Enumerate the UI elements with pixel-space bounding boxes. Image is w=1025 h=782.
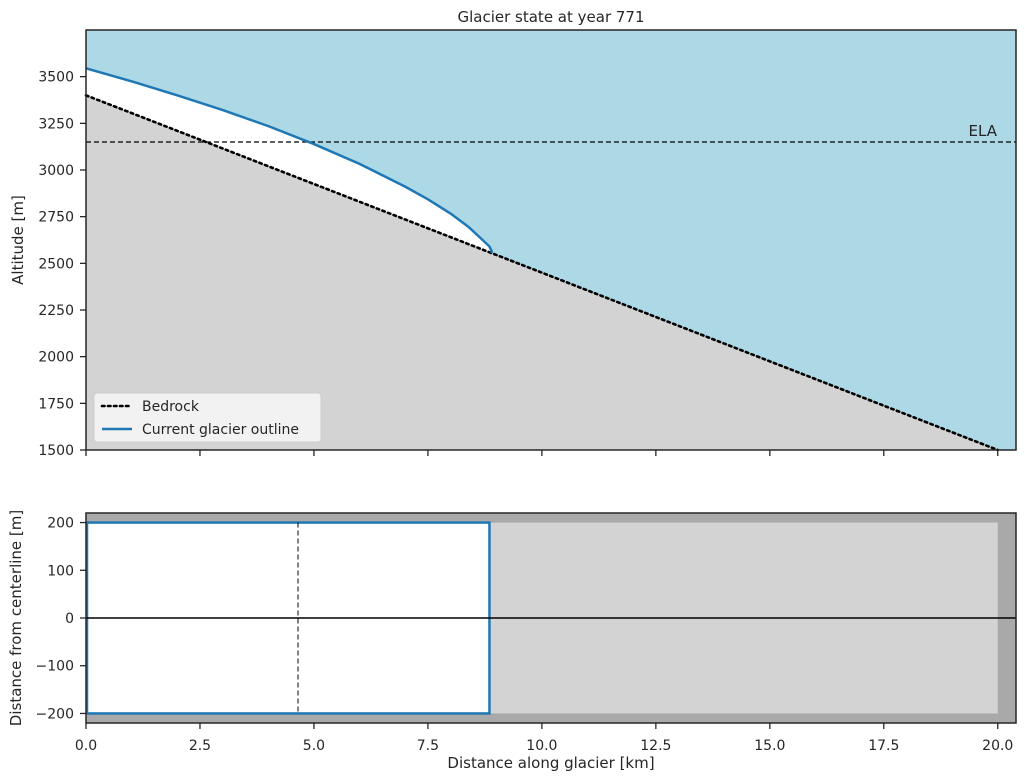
legend-box bbox=[93, 392, 322, 443]
x-tick-label: 2.5 bbox=[189, 738, 211, 754]
chart-title: Glacier state at year 771 bbox=[457, 8, 644, 26]
profile-y-tick-label: 3500 bbox=[38, 70, 74, 86]
profile-axes-frame bbox=[85, 29, 1017, 451]
profile-y-tick-label: 3250 bbox=[38, 116, 74, 132]
map-y-ticks: −200 −100 0 100 200 bbox=[36, 516, 86, 722]
profile-y-ticks: 1500 1750 2000 2250 2500 2750 3000 3250 3500 bbox=[38, 70, 86, 459]
x-tick-label: 12.5 bbox=[640, 738, 671, 754]
profile-y-tick-label: 2500 bbox=[38, 256, 74, 272]
map-y-axis-label: Distance from centerline [m] bbox=[7, 510, 25, 726]
map-x-ticks: 0.0 2.5 5.0 7.5 10.0 12.5 15.0 17.5 20.0 bbox=[75, 723, 1013, 754]
profile-y-tick-label: 2000 bbox=[38, 350, 74, 366]
map-panel: 0.0 2.5 5.0 7.5 10.0 12.5 15.0 17.5 20.0 −200 −10… bbox=[7, 510, 1017, 772]
map-y-tick-label: 200 bbox=[47, 516, 74, 532]
profile-y-tick-label: 1750 bbox=[38, 396, 74, 412]
x-tick-label: 17.5 bbox=[868, 738, 899, 754]
glacier-ice-fill bbox=[86, 68, 492, 254]
ela-label: ELA bbox=[969, 122, 998, 140]
map-y-tick-label: 0 bbox=[65, 611, 74, 627]
x-tick-label: 5.0 bbox=[303, 738, 325, 754]
profile-y-tick-label: 3000 bbox=[38, 163, 74, 179]
bedrock-fill bbox=[86, 95, 1016, 450]
bedrock-series-line bbox=[84, 94, 1000, 452]
profile-y-tick-label: 2250 bbox=[38, 303, 74, 319]
map-y-tick-label: 100 bbox=[47, 563, 74, 579]
legend-entry-glacier-outline: Current glacier outline bbox=[142, 422, 299, 438]
x-tick-label: 20.0 bbox=[982, 738, 1013, 754]
profile-y-axis-label: Altitude [m] bbox=[9, 195, 27, 285]
x-axis-label: Distance along glacier [km] bbox=[447, 754, 654, 772]
legend-entry-bedrock: Bedrock bbox=[142, 399, 200, 415]
profile-panel: ELA 1500 1750 2000 2250 2500 2750 3000 3250 3500… bbox=[9, 8, 1017, 459]
x-tick-label: 0.0 bbox=[75, 738, 97, 754]
x-tick-label: 7.5 bbox=[417, 738, 439, 754]
x-tick-label: 10.0 bbox=[526, 738, 557, 754]
legend: Bedrock Current glacier outline bbox=[93, 392, 322, 443]
x-tick-label: 15.0 bbox=[754, 738, 785, 754]
profile-y-tick-label: 2750 bbox=[38, 210, 74, 226]
map-y-tick-label: −200 bbox=[36, 706, 74, 722]
profile-y-tick-label: 1500 bbox=[38, 443, 74, 459]
map-y-tick-label: −100 bbox=[36, 659, 74, 675]
glacier-outline-series-line bbox=[85, 67, 493, 254]
profile-x-ticks bbox=[85, 450, 999, 456]
